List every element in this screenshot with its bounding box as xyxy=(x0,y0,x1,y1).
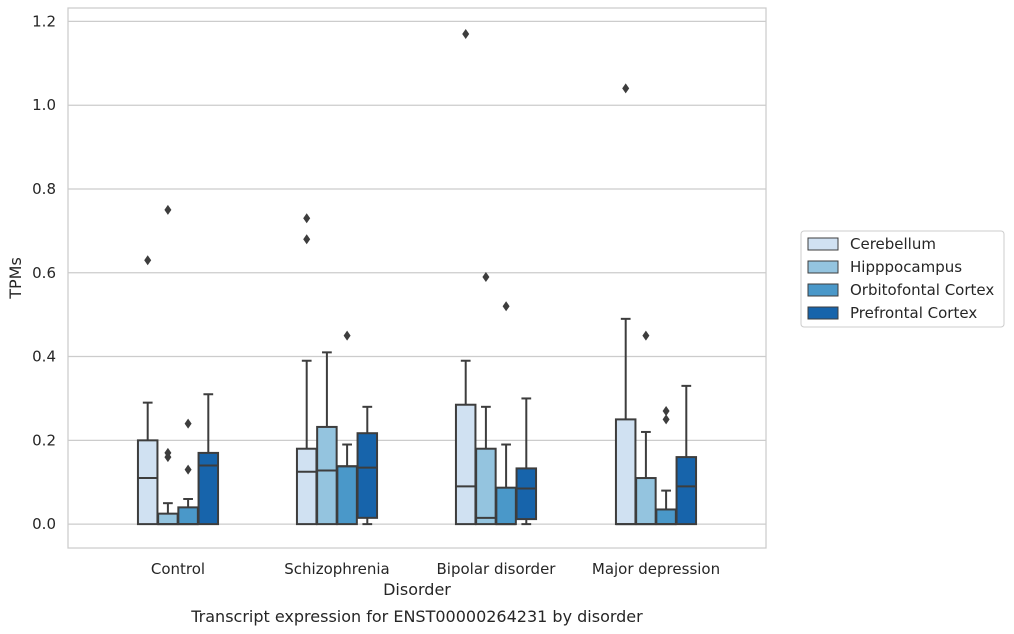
plot-frame xyxy=(67,7,767,549)
outlier-point xyxy=(144,255,152,266)
box-body xyxy=(454,403,477,526)
legend-swatch xyxy=(807,283,839,297)
outlier-point xyxy=(622,83,630,94)
box-body xyxy=(157,512,179,526)
y-tick-labels: 0.0 0.2 0.4 0.6 0.8 1.0 1.2 xyxy=(32,12,56,533)
y-tick-label: 1.0 xyxy=(32,96,56,114)
box-body xyxy=(655,508,677,526)
outlier-point xyxy=(482,271,490,282)
y-tick-label: 0.0 xyxy=(32,515,56,533)
box xyxy=(675,384,698,526)
box-body xyxy=(475,447,497,526)
box xyxy=(635,330,657,526)
box xyxy=(475,271,497,526)
box xyxy=(614,83,637,526)
box xyxy=(177,418,199,526)
outlier-point xyxy=(662,406,670,417)
outlier-point xyxy=(184,464,192,475)
x-tick-labels: Control Schizophrenia Bipolar disorder Majo… xyxy=(151,560,720,578)
y-tick-label: 0.4 xyxy=(32,348,56,366)
box xyxy=(316,351,338,526)
outlier-point xyxy=(502,301,510,312)
legend-swatch xyxy=(807,306,839,320)
y-axis-label: TPMs xyxy=(6,257,25,300)
y-tick-label: 0.6 xyxy=(32,264,56,282)
y-tick-label: 0.2 xyxy=(32,431,56,449)
boxes xyxy=(136,28,698,526)
box-body xyxy=(136,439,159,526)
legend-swatch xyxy=(807,260,839,274)
legend-frame xyxy=(800,230,1005,328)
box xyxy=(495,301,517,526)
legend-swatch xyxy=(807,237,839,251)
legend: Cerebellum Hipppocampus Orbitofontal Corte… xyxy=(800,230,1005,328)
box-body xyxy=(336,465,358,526)
legend-label: Hipppocampus xyxy=(850,258,962,276)
box-body xyxy=(197,451,220,526)
outlier-point xyxy=(462,28,470,39)
box-body xyxy=(515,467,538,521)
box-body xyxy=(635,477,657,526)
box xyxy=(454,28,477,526)
outlier-point xyxy=(303,234,311,245)
legend-label: Orbitofontal Cortex xyxy=(850,281,994,299)
box-body xyxy=(177,506,199,526)
y-tick-label: 0.8 xyxy=(32,180,56,198)
grid-lines xyxy=(68,20,766,525)
box xyxy=(295,213,318,526)
x-axis-label: Disorder xyxy=(383,580,451,599)
box-body xyxy=(614,418,637,526)
box xyxy=(336,330,358,526)
box-body xyxy=(495,486,517,526)
box-body xyxy=(316,425,338,526)
outlier-point xyxy=(164,204,172,215)
outlier-point xyxy=(184,418,192,429)
box-body xyxy=(675,456,698,526)
outlier-point xyxy=(662,414,670,425)
box-body xyxy=(356,432,379,519)
x-tick-label: Schizophrenia xyxy=(284,560,389,578)
x-tick-label: Control xyxy=(151,560,205,578)
chart-caption: Transcript expression for ENST0000026423… xyxy=(190,607,643,626)
box xyxy=(515,397,538,526)
legend-label: Prefrontal Cortex xyxy=(850,304,977,322)
outlier-point xyxy=(303,213,311,224)
x-tick-label: Major depression xyxy=(592,560,720,578)
box xyxy=(356,405,379,526)
box xyxy=(157,204,179,526)
outlier-point xyxy=(164,447,172,458)
box xyxy=(655,406,677,526)
box-body xyxy=(295,447,318,526)
outlier-point xyxy=(642,330,650,341)
box xyxy=(197,393,220,526)
outlier-point xyxy=(343,330,351,341)
box xyxy=(136,255,159,526)
legend-items: Cerebellum Hipppocampus Orbitofontal Corte… xyxy=(807,235,994,322)
legend-label: Cerebellum xyxy=(850,235,936,253)
x-tick-label: Bipolar disorder xyxy=(437,560,557,578)
y-tick-label: 1.2 xyxy=(32,12,56,30)
